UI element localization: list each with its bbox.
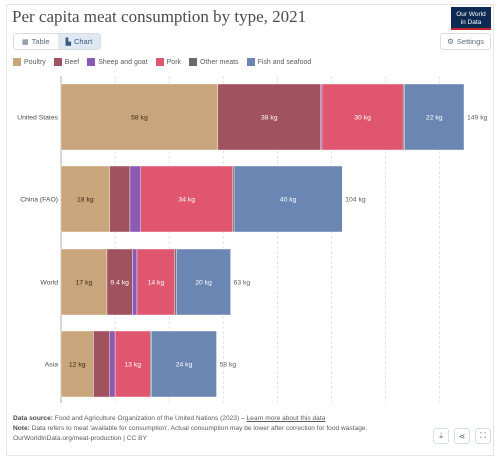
- credit-line[interactable]: OurWorldInData.org/meat-production | CC …: [13, 435, 147, 442]
- data-label: 34 kg: [178, 197, 195, 204]
- category-label: Asia: [45, 362, 58, 369]
- legend-swatch: [87, 58, 96, 66]
- legend-swatch: [246, 58, 255, 66]
- chart-title: Per capita meat consumption by type, 202…: [12, 7, 307, 26]
- data-label: 13 kg: [124, 362, 141, 369]
- chart-legend: Poultry Beef Sheep and goat Pork Other meats…: [13, 58, 311, 66]
- category-label: China (FAO): [20, 197, 58, 204]
- bar-segment-beef[interactable]: [109, 165, 131, 233]
- share-button[interactable]: ⋖: [454, 428, 470, 444]
- tab-chart[interactable]: ▙ Chart: [57, 34, 101, 49]
- data-label: 20 kg: [195, 280, 212, 287]
- data-source-line: Data source: Food and Agriculture Organi…: [13, 414, 367, 424]
- bar-segment-fish-and-seafood[interactable]: [404, 83, 465, 151]
- expand-icon: ⛶: [480, 431, 486, 440]
- download-icon: ⤓: [439, 431, 443, 440]
- legend-swatch: [53, 58, 62, 66]
- data-label: 17 kg: [76, 280, 93, 287]
- legend-item-other-meats[interactable]: Other meats: [189, 58, 239, 66]
- bar-segment-beef[interactable]: [217, 83, 321, 151]
- bar-segment-fish-and-seafood[interactable]: [151, 330, 217, 398]
- share-icon: ⋖: [458, 431, 466, 441]
- owid-logo[interactable]: Our World in Data: [451, 7, 491, 30]
- legend-swatch: [13, 58, 21, 66]
- data-label: 38 kg: [261, 115, 278, 122]
- total-label: 58 kg: [220, 362, 237, 369]
- note-label: Note:: [13, 425, 30, 432]
- bar-segment-fish-and-seafood[interactable]: [176, 248, 231, 316]
- chart-plot: United States 58 kg 38 kg 30 kg 22 kg 149 kg C…: [17, 76, 488, 403]
- bar-segment-sheep-and-goat[interactable]: [132, 248, 138, 316]
- gear-icon: ⚙: [447, 37, 454, 46]
- legend-item-poultry[interactable]: Poultry: [13, 58, 46, 66]
- bar-segment-fish-and-seafood[interactable]: [233, 165, 343, 233]
- bar-segment-sheep-and-goat[interactable]: [109, 330, 116, 398]
- settings-label: Settings: [456, 37, 484, 46]
- bar-segment-poultry[interactable]: [60, 248, 108, 316]
- note-text: Data refers to meat 'available for consu…: [31, 425, 368, 432]
- settings-button[interactable]: ⚙ Settings: [440, 33, 491, 50]
- bar-segment-pork[interactable]: [140, 165, 233, 233]
- legend-swatch: [155, 58, 164, 66]
- bar-segment-pork[interactable]: [321, 83, 404, 151]
- data-label: 30 kg: [354, 115, 371, 122]
- bar-segment-sheep-and-goat[interactable]: [129, 165, 141, 233]
- chart-icon: ▙: [65, 38, 71, 46]
- legend-item-sheep-and-goat[interactable]: Sheep and goat: [87, 58, 148, 66]
- download-button[interactable]: ⤓: [433, 428, 449, 444]
- fullscreen-button[interactable]: ⛶: [475, 428, 491, 444]
- source-label: Data source:: [13, 415, 53, 422]
- total-label: 149 kg: [467, 115, 488, 122]
- data-label: 40 kg: [280, 197, 297, 204]
- tab-chart-label: Chart: [73, 37, 93, 46]
- total-label: 104 kg: [345, 197, 366, 204]
- data-label: 18 kg: [77, 197, 94, 204]
- legend-label: Sheep and goat: [98, 58, 148, 66]
- logo-line-1: Our World: [456, 11, 486, 18]
- bar-segment-sheep-and-goat[interactable]: [320, 83, 323, 151]
- bar-segment-pork[interactable]: [114, 330, 151, 398]
- bar-segment-beef[interactable]: [106, 248, 133, 316]
- legend-item-beef[interactable]: Beef: [53, 58, 80, 66]
- legend-item-pork[interactable]: Pork: [155, 58, 182, 66]
- bar-segment-pork[interactable]: [136, 248, 176, 316]
- data-label: 14 kg: [148, 280, 165, 287]
- bar-segment-other-meats[interactable]: [402, 83, 405, 151]
- data-label: 58 kg: [131, 115, 148, 122]
- footer-actions: ⤓ ⋖ ⛶: [433, 428, 491, 444]
- bar-segment-beef[interactable]: [93, 330, 110, 398]
- bar-segment-other-meats[interactable]: [174, 248, 177, 316]
- logo-line-2: in Data: [460, 18, 482, 26]
- tab-table[interactable]: ▦ Table: [14, 34, 58, 49]
- table-icon: ▦: [22, 38, 29, 46]
- legend-label: Pork: [166, 58, 182, 66]
- data-label: 24 kg: [176, 362, 193, 369]
- source-text: Food and Agriculture Organization of the…: [54, 415, 245, 422]
- tab-table-label: Table: [31, 37, 50, 46]
- bar-segment-other-meats[interactable]: [150, 330, 152, 398]
- data-label: 22 kg: [426, 115, 443, 122]
- bar-segment-poultry[interactable]: [60, 83, 219, 151]
- view-tabs: ▦ Table ▙ Chart: [13, 33, 102, 50]
- bar-segment-other-meats[interactable]: [232, 165, 235, 233]
- chart-footer: Data source: Food and Agriculture Organi…: [13, 414, 367, 444]
- data-label: 12 kg: [69, 362, 86, 369]
- legend-label: Fish and seafood: [257, 58, 312, 66]
- legend-label: Other meats: [200, 58, 239, 66]
- legend-item-fish-and-seafood[interactable]: Fish and seafood: [246, 58, 312, 66]
- data-label: 9.4 kg: [110, 280, 129, 287]
- note-line: Note: Data refers to meat 'available for…: [13, 424, 367, 434]
- category-label: United States: [17, 115, 58, 122]
- bar-segment-poultry[interactable]: [60, 330, 94, 398]
- legend-label: Poultry: [24, 58, 46, 66]
- total-label: 63 kg: [234, 280, 251, 287]
- learn-more-link[interactable]: Learn more about this data: [246, 415, 326, 422]
- category-label: World: [40, 280, 58, 287]
- legend-swatch: [189, 58, 198, 66]
- legend-label: Beef: [64, 58, 80, 66]
